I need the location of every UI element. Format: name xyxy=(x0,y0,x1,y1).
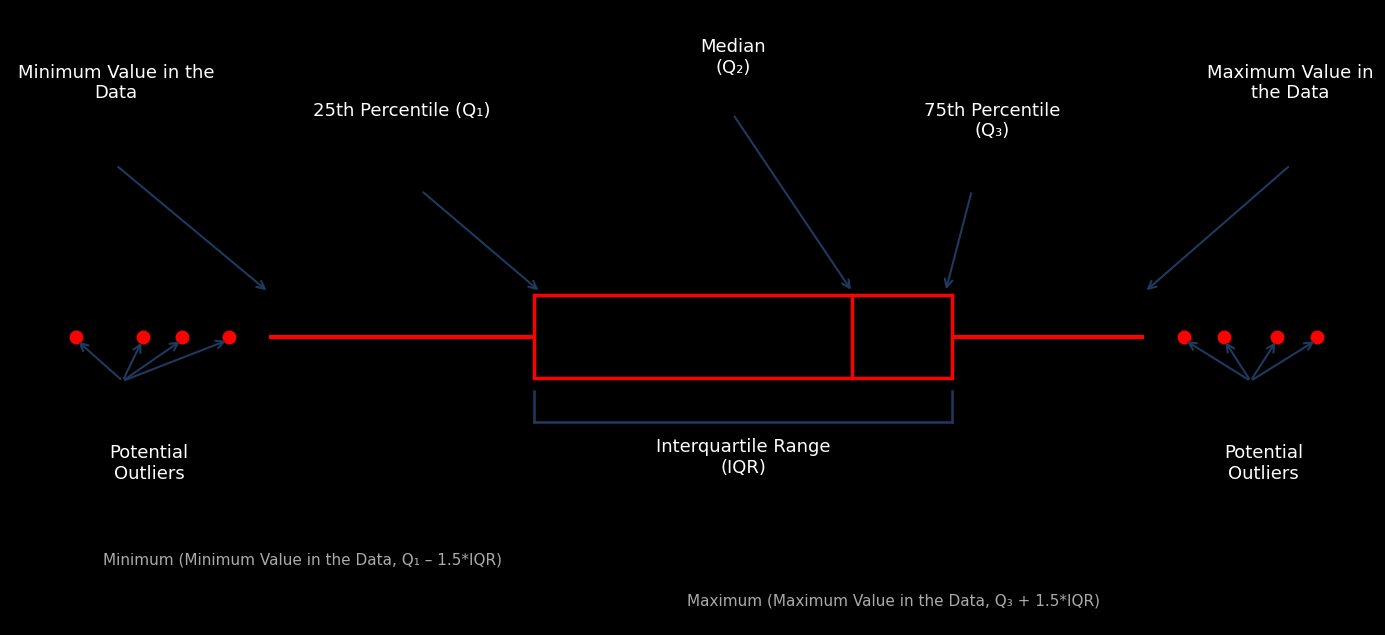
Text: Maximum Value in
the Data: Maximum Value in the Data xyxy=(1208,64,1374,102)
Text: Maximum (Maximum Value in the Data, Q₃ + 1.5*IQR): Maximum (Maximum Value in the Data, Q₃ +… xyxy=(687,594,1100,609)
Bar xyxy=(535,295,951,378)
Text: 75th Percentile
(Q₃): 75th Percentile (Q₃) xyxy=(924,102,1060,140)
Text: Potential
Outliers: Potential Outliers xyxy=(1224,444,1303,483)
Text: Interquartile Range
(IQR): Interquartile Range (IQR) xyxy=(655,438,830,477)
Text: Potential
Outliers: Potential Outliers xyxy=(109,444,188,483)
Text: Minimum Value in the
Data: Minimum Value in the Data xyxy=(18,64,215,102)
Text: Minimum (Minimum Value in the Data, Q₁ – 1.5*IQR): Minimum (Minimum Value in the Data, Q₁ –… xyxy=(102,552,501,568)
Text: Median
(Q₂): Median (Q₂) xyxy=(701,38,766,77)
Text: 25th Percentile (Q₁): 25th Percentile (Q₁) xyxy=(313,102,490,119)
